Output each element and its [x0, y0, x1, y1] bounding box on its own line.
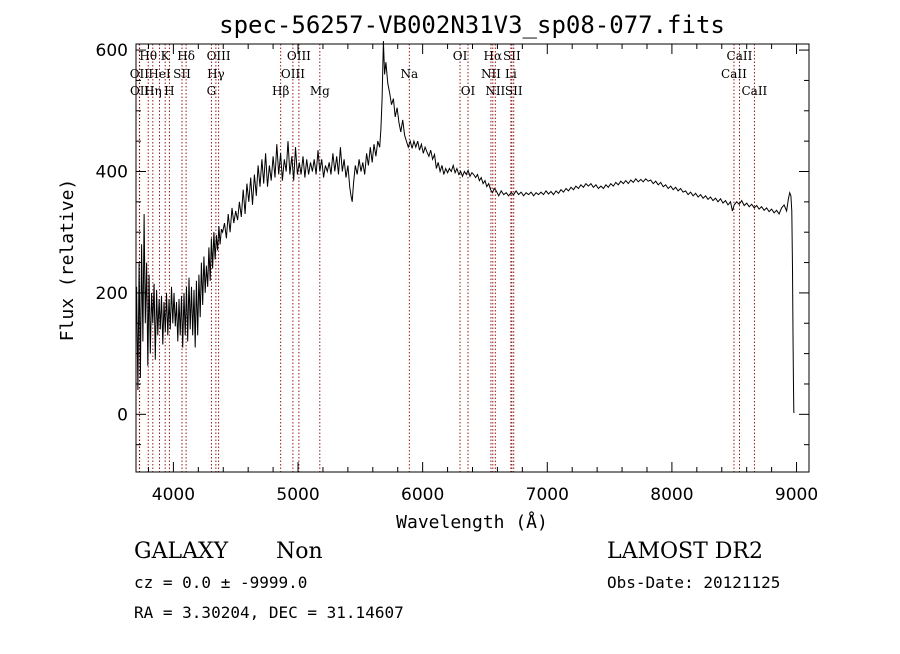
y-axis-label: Flux (relative) [57, 179, 78, 342]
chart-title: spec-56257-VB002N31V3_sp08-077.fits [219, 11, 725, 39]
line-marker-label: Hη [144, 84, 162, 98]
line-marker-label: H [164, 84, 174, 98]
line-marker-label: OIII [287, 49, 311, 63]
line-marker-label: HeI [148, 67, 171, 81]
plot-frame [135, 43, 810, 473]
line-marker-label: CaII [741, 84, 767, 98]
y-tick-label: 0 [117, 405, 128, 425]
line-marker-label: Hδ [177, 49, 195, 63]
line-marker-label: Hγ [207, 67, 225, 81]
line-marker-label: OIII [281, 67, 305, 81]
line-marker-label: NII [485, 84, 505, 98]
coordinates-text: RA = 3.30204, DEC = 31.14607 [134, 603, 404, 622]
line-marker-label: Hα [484, 49, 503, 63]
y-tick-label: 200 [96, 284, 128, 304]
line-marker-label: OII [130, 67, 150, 81]
line-marker-label: OII [130, 84, 150, 98]
line-marker-label: CaII [721, 67, 747, 81]
redshift-text: cz = 0.0 ± -9999.0 [134, 573, 307, 592]
x-tick-label: 8000 [650, 485, 693, 505]
x-axis-label: Wavelength (Å) [396, 511, 548, 533]
x-tick-label: 5000 [276, 485, 319, 505]
line-marker-label: SII [505, 84, 523, 98]
line-marker-label: CaII [727, 49, 753, 63]
x-tick-label: 9000 [775, 485, 818, 505]
line-marker-label: G [207, 84, 217, 98]
obs-date-text: Obs-Date: 20121125 [607, 573, 780, 592]
classification-label: GALAXY [134, 539, 229, 564]
line-marker-label: SII [503, 49, 521, 63]
line-marker-label: OIII [207, 49, 231, 63]
line-marker-label: Mg [310, 84, 330, 98]
line-marker-label: OI [453, 49, 468, 63]
line-marker-label: OI [461, 84, 476, 98]
line-marker-label: Hβ [272, 84, 289, 98]
line-marker-label: Li [505, 67, 517, 81]
line-marker-label: Na [400, 67, 418, 81]
x-tick-label: 6000 [401, 485, 444, 505]
line-marker-label: SII [173, 67, 191, 81]
y-tick-label: 600 [96, 41, 128, 61]
subclass-label: Non [276, 539, 323, 564]
line-marker-label: NII [481, 67, 501, 81]
line-marker-label: Hθ [139, 49, 157, 63]
x-tick-label: 4000 [152, 485, 195, 505]
y-tick-label: 400 [96, 162, 128, 182]
spectrum-line [136, 40, 795, 414]
survey-label: LAMOST DR2 [607, 539, 763, 564]
axis-ticks-layer: 4000 5000 6000 7000 8000 9000 0 200 400 600 [96, 41, 819, 505]
x-tick-label: 7000 [526, 485, 569, 505]
line-marker-label: K [161, 49, 171, 63]
